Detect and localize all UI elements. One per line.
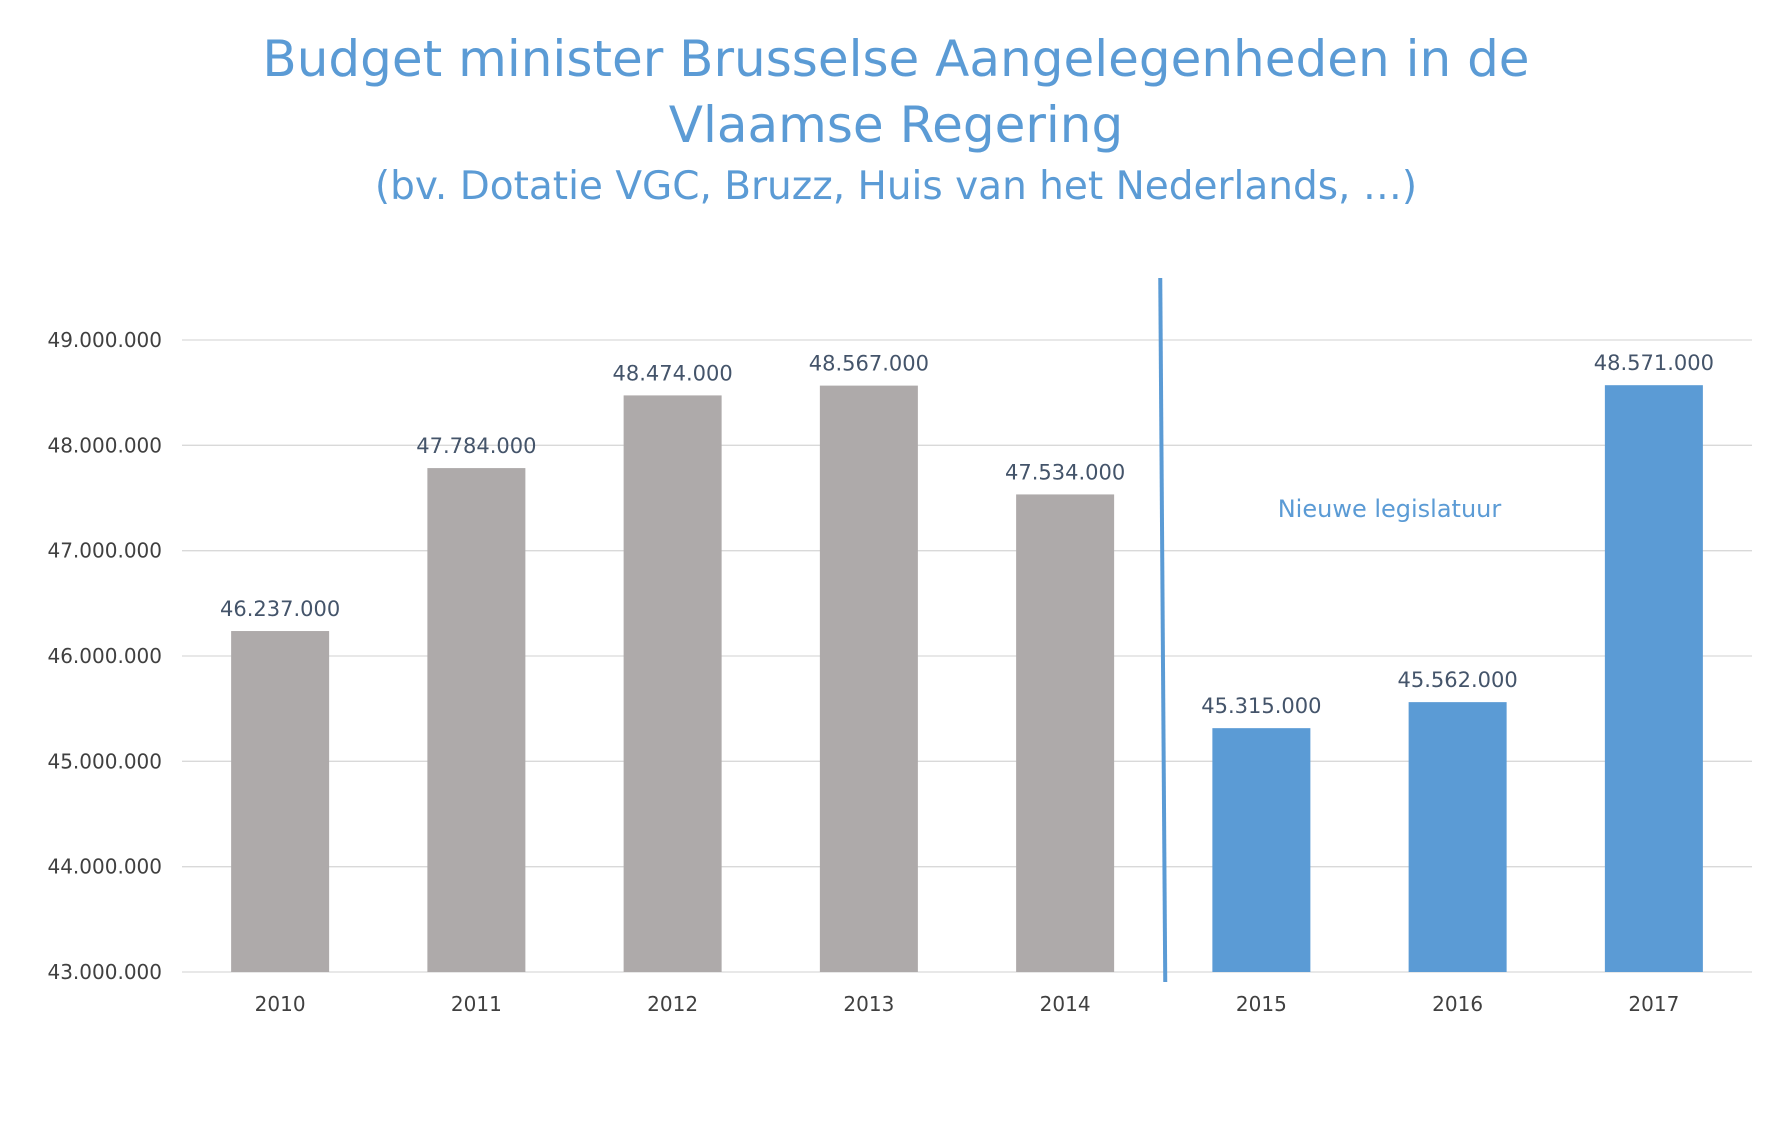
bar-2015 — [1212, 728, 1311, 972]
x-tick-label: 2012 — [647, 992, 698, 1016]
bar-2011 — [427, 468, 526, 972]
data-label: 47.534.000 — [1005, 460, 1125, 484]
data-label: 48.567.000 — [809, 352, 929, 376]
y-tick-label: 45.000.000 — [47, 749, 162, 773]
x-tick-label: 2014 — [1040, 992, 1091, 1016]
bar-2010 — [231, 631, 330, 972]
x-tick-label: 2013 — [843, 992, 894, 1016]
data-label: 48.571.000 — [1594, 351, 1714, 375]
new-legislature-annotation: Nieuwe legislatuur — [1278, 495, 1502, 523]
bars — [231, 385, 1703, 972]
x-axis-tick-labels: 2010 2011 2012 2013 2014 2015 2016 2017 — [255, 992, 1680, 1016]
data-label: 47.784.000 — [416, 434, 536, 458]
y-axis-tick-labels: 43.000.000 44.000.000 45.000.000 46.000.000… — [47, 328, 162, 984]
bar-2014 — [1016, 494, 1115, 972]
y-tick-label: 49.000.000 — [47, 328, 162, 352]
y-tick-label: 44.000.000 — [47, 855, 162, 879]
legislature-divider-line — [1158, 277, 1168, 983]
data-label: 45.315.000 — [1201, 694, 1321, 718]
y-tick-label: 46.000.000 — [47, 644, 162, 668]
data-label: 46.237.000 — [220, 597, 340, 621]
data-label: 45.562.000 — [1398, 668, 1518, 692]
bar-2013 — [819, 385, 918, 972]
bar-2012 — [623, 395, 722, 972]
bar-2017 — [1604, 385, 1703, 972]
y-tick-label: 47.000.000 — [47, 539, 162, 563]
data-label: 48.474.000 — [613, 361, 733, 385]
data-labels: 46.237.000 47.784.000 48.474.000 48.567.000… — [220, 351, 1714, 718]
x-tick-label: 2010 — [255, 992, 306, 1016]
chart-title-line-2: Vlaamse Regering — [668, 96, 1124, 154]
x-tick-label: 2016 — [1432, 992, 1483, 1016]
bar-2016 — [1408, 702, 1507, 972]
chart-subtitle: (bv. Dotatie VGC, Bruzz, Huis van het Ne… — [374, 164, 1418, 209]
y-tick-label: 48.000.000 — [47, 433, 162, 457]
y-tick-label: 43.000.000 — [47, 960, 162, 984]
chart-title-line-1: Budget minister Brusselse Aangelegenhede… — [262, 30, 1530, 88]
x-tick-label: 2017 — [1628, 992, 1679, 1016]
x-tick-label: 2015 — [1236, 992, 1287, 1016]
x-tick-label: 2011 — [451, 992, 502, 1016]
